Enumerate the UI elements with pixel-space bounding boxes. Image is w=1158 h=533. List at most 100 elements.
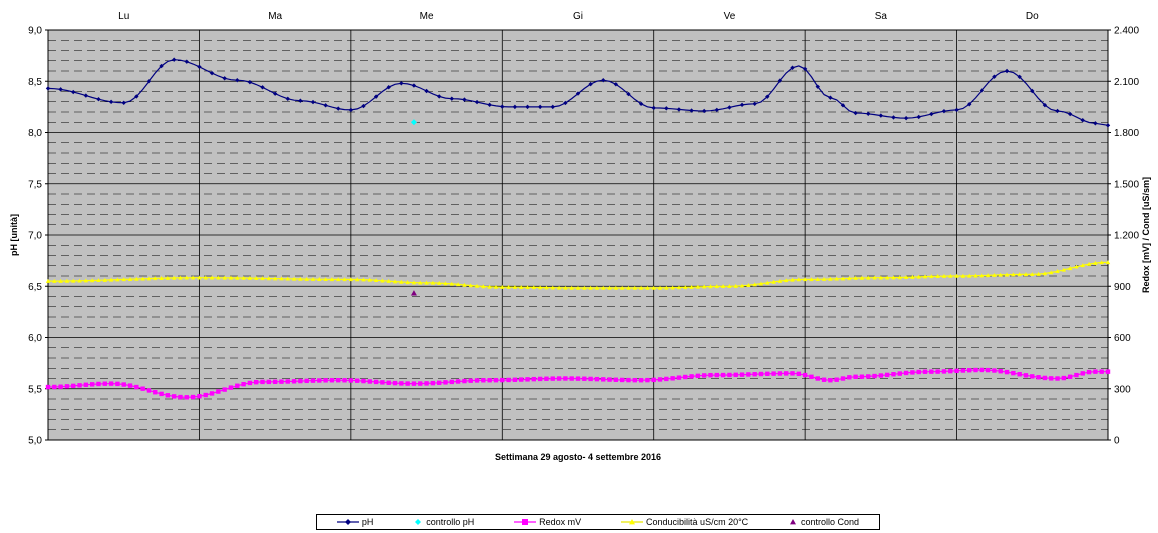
legend-label: controllo Cond [801, 517, 860, 527]
series-ph [45, 57, 1111, 128]
data-point [260, 379, 265, 385]
data-point [651, 105, 656, 111]
data-point [512, 104, 518, 110]
data-point [1055, 376, 1060, 381]
legend: pH controllo pH Redox mV Conducibilità uS/c… [316, 514, 880, 530]
data-point [563, 376, 568, 381]
data-point [985, 273, 991, 278]
data-point [575, 91, 581, 96]
data-point [342, 277, 347, 282]
data-point [159, 63, 164, 69]
legend-item: pH [336, 517, 374, 527]
data-point [916, 274, 921, 279]
data-point [399, 81, 404, 86]
data-point [525, 377, 530, 382]
data-point [758, 371, 764, 377]
data-point [310, 276, 316, 281]
legend-swatch [336, 519, 359, 525]
data-point [102, 381, 107, 386]
left-tick-label: 7,5 [28, 179, 42, 190]
data-point [733, 372, 738, 378]
right-tick-label: 1.500 [1114, 179, 1139, 190]
data-point [1030, 374, 1035, 379]
series-controllo-cond [410, 290, 417, 296]
data-point [1080, 263, 1085, 268]
data-point [506, 284, 511, 289]
data-point [209, 391, 215, 396]
data-point [834, 276, 839, 281]
legend-swatch [514, 519, 537, 525]
data-point [828, 95, 833, 100]
data-point [1017, 372, 1022, 377]
data-point [834, 377, 839, 382]
data-point [487, 284, 492, 289]
data-point [638, 285, 644, 290]
data-point [866, 111, 871, 116]
data-point [45, 86, 51, 91]
data-point [954, 107, 959, 113]
data-point [83, 278, 89, 283]
data-point [411, 381, 417, 386]
series-group [45, 57, 1111, 400]
data-point [323, 103, 328, 108]
legend-item: Conducibilità uS/cm 20°C [621, 517, 748, 527]
data-point [462, 97, 467, 102]
data-point [1042, 271, 1048, 276]
data-point [197, 275, 202, 280]
data-point [247, 79, 253, 85]
data-point [720, 284, 726, 289]
data-point [241, 381, 246, 387]
data-point [601, 285, 606, 290]
data-point [222, 275, 227, 280]
data-point [266, 276, 272, 281]
data-point [222, 387, 227, 392]
legend-marker [344, 519, 351, 525]
data-point [127, 383, 133, 388]
data-point [525, 285, 530, 290]
data-point [929, 274, 934, 279]
data-point [588, 81, 593, 87]
data-point [317, 378, 322, 383]
data-point [222, 76, 227, 81]
data-point [979, 88, 985, 93]
data-point [664, 285, 669, 290]
data-point [424, 280, 429, 285]
data-point [386, 278, 391, 283]
data-point [998, 272, 1003, 277]
data-point [695, 284, 701, 289]
data-point [922, 369, 928, 374]
data-point [1049, 376, 1054, 381]
data-point [676, 107, 682, 112]
data-point [298, 276, 303, 281]
data-point [380, 278, 385, 283]
data-point [821, 276, 827, 281]
data-point [165, 393, 171, 398]
data-point [626, 377, 631, 383]
data-point [323, 277, 328, 282]
data-point [58, 87, 63, 92]
data-point [1023, 272, 1029, 277]
data-point [638, 101, 644, 107]
data-point [134, 384, 139, 390]
data-point [809, 277, 814, 282]
data-point [424, 381, 429, 386]
data-point [878, 275, 884, 280]
data-point [354, 378, 360, 383]
data-point [796, 277, 802, 282]
data-point [45, 278, 51, 283]
data-point [436, 380, 442, 385]
data-point [235, 78, 240, 83]
data-point [872, 373, 877, 379]
data-point [380, 380, 385, 385]
data-point [1055, 108, 1060, 114]
data-point [916, 369, 921, 375]
data-point [746, 283, 751, 288]
data-point [1099, 369, 1104, 374]
data-point [462, 282, 467, 287]
data-point [916, 114, 921, 120]
data-point [1049, 270, 1054, 275]
data-point [291, 276, 297, 281]
legend-label: pH [361, 517, 374, 527]
data-point [897, 275, 902, 280]
data-point [304, 378, 309, 384]
